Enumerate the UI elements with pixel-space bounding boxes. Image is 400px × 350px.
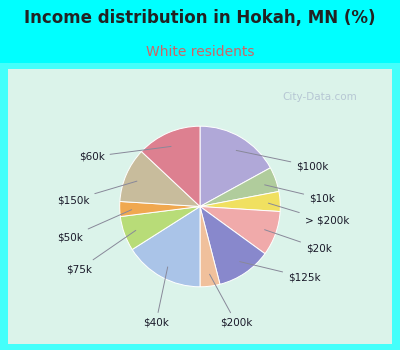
Wedge shape — [200, 206, 280, 254]
Text: $20k: $20k — [264, 230, 332, 253]
Wedge shape — [142, 126, 200, 206]
Text: City-Data.com: City-Data.com — [283, 92, 357, 103]
Wedge shape — [120, 202, 200, 217]
Wedge shape — [200, 126, 270, 206]
Wedge shape — [120, 152, 200, 206]
Wedge shape — [200, 206, 220, 287]
Wedge shape — [132, 206, 200, 287]
Text: $40k: $40k — [143, 267, 169, 328]
Text: $10k: $10k — [265, 185, 335, 203]
Text: White residents: White residents — [146, 46, 254, 60]
Text: $60k: $60k — [79, 146, 171, 162]
Text: $75k: $75k — [66, 230, 136, 274]
FancyBboxPatch shape — [8, 69, 392, 344]
Text: > $200k: > $200k — [268, 203, 349, 226]
Text: $100k: $100k — [236, 150, 328, 172]
Wedge shape — [200, 191, 280, 211]
Text: Income distribution in Hokah, MN (%): Income distribution in Hokah, MN (%) — [24, 8, 376, 27]
Wedge shape — [200, 168, 279, 206]
Wedge shape — [120, 206, 200, 250]
Text: $200k: $200k — [210, 274, 252, 328]
Text: $50k: $50k — [57, 210, 132, 242]
Text: $150k: $150k — [57, 181, 137, 205]
Text: $125k: $125k — [240, 261, 321, 282]
Wedge shape — [200, 206, 265, 284]
